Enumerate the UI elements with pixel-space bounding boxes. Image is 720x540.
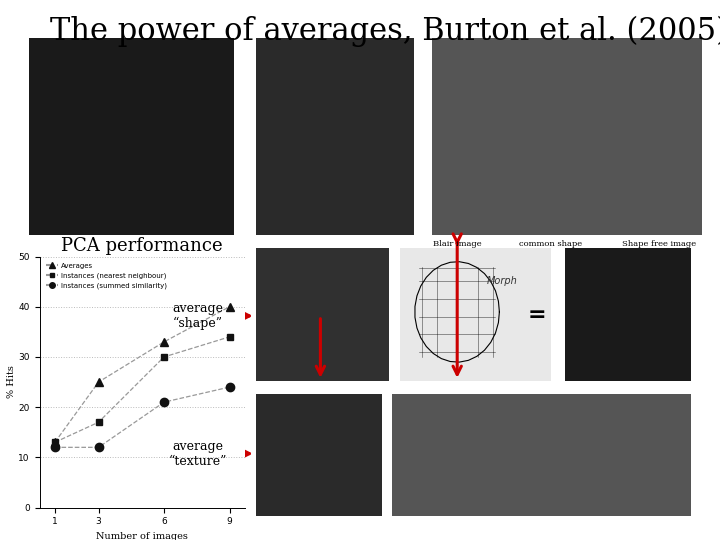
Text: common shape: common shape: [519, 240, 582, 248]
Text: average
“texture”: average “texture”: [168, 440, 228, 468]
Text: =: =: [528, 305, 546, 325]
X-axis label: Number of images: Number of images: [96, 532, 188, 540]
Y-axis label: % Hits: % Hits: [6, 366, 16, 399]
Text: Morph: Morph: [487, 276, 518, 287]
Text: The power of averages, Burton et al. (2005): The power of averages, Burton et al. (20…: [50, 16, 720, 48]
Text: Shape free image: Shape free image: [622, 240, 696, 248]
Text: average
“shape”: average “shape”: [173, 302, 223, 330]
Legend: Averages, Instances (nearest neighbour), Instances (summed similarity): Averages, Instances (nearest neighbour),…: [43, 260, 170, 292]
Title: PCA performance: PCA performance: [61, 237, 223, 255]
Text: Blair image: Blair image: [433, 240, 482, 248]
